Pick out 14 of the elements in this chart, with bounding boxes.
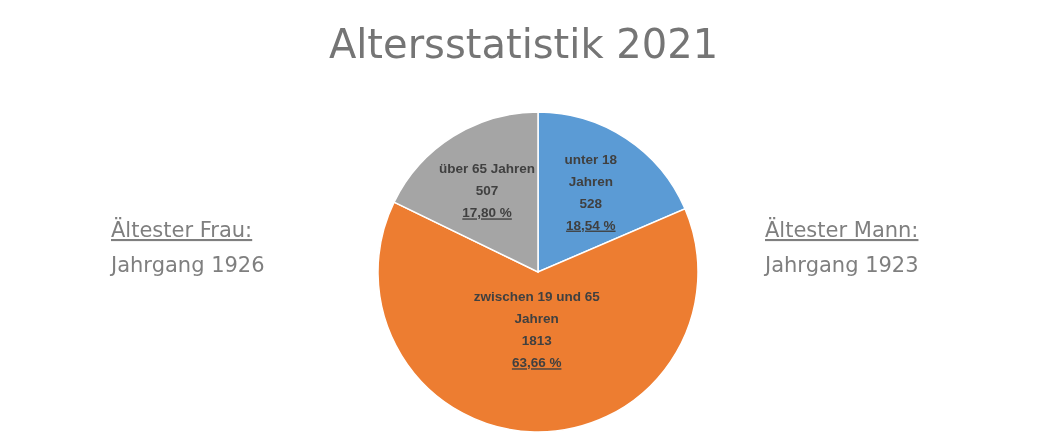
text: Jahrgang 1923 bbox=[763, 253, 919, 277]
text: 507 bbox=[475, 183, 499, 199]
data-label: 17,80 % bbox=[462, 205, 512, 221]
slice-label: unter 18 Jahren bbox=[564, 151, 618, 189]
slice-label: über 65 Jahren bbox=[439, 161, 536, 177]
chart-title: Altersstatistik 2021 bbox=[328, 21, 719, 67]
text: Jahrgang 1926 bbox=[109, 253, 265, 277]
text: Ältester Frau: bbox=[111, 217, 253, 242]
text: Ältester Mann: bbox=[765, 217, 919, 242]
text: 1813 bbox=[521, 333, 552, 349]
data-label: 18,54 % bbox=[566, 217, 616, 233]
text: 528 bbox=[579, 195, 603, 211]
data-label: 63,66 % bbox=[511, 355, 562, 371]
slice-label: zwischen 19 und 65 Jahren bbox=[473, 289, 601, 327]
